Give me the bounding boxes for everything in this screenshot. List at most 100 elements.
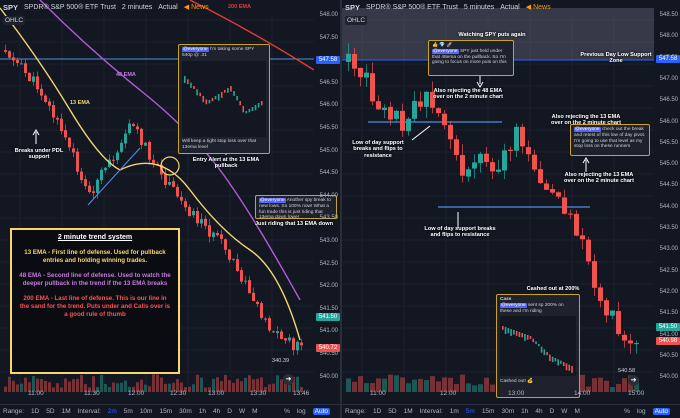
toolbar-item[interactable]: M: [252, 408, 258, 415]
volume-bar: [280, 379, 283, 392]
toolbar-item[interactable]: W: [561, 408, 568, 415]
mini-candle: [251, 106, 254, 111]
scale-toggle-Auto[interactable]: Auto: [652, 408, 670, 415]
toolbar-item[interactable]: D: [227, 408, 232, 415]
toolbar-item[interactable]: 5D: [46, 408, 55, 415]
price-tick: 542.00: [319, 283, 338, 290]
toolbar-item[interactable]: 1h: [521, 408, 529, 415]
toolbar-item[interactable]: 1h: [198, 408, 207, 415]
toolbar-item[interactable]: 10m: [139, 408, 153, 415]
toolbar-item[interactable]: 1M: [403, 408, 413, 415]
price-tick: 541.00: [659, 331, 678, 338]
candle-body: [634, 343, 639, 345]
ema13-label: 13 EMA: [70, 100, 90, 106]
mini-candle: [239, 100, 241, 105]
toolbar-item[interactable]: 1D: [372, 408, 382, 415]
time-tick: 12:30: [170, 390, 187, 397]
candle-body: [562, 197, 567, 214]
volume-bar: [442, 377, 447, 392]
toolbar-item[interactable]: 5m: [465, 408, 475, 415]
toolbar-item[interactable]: M: [574, 408, 580, 415]
candle-body: [364, 72, 369, 78]
candle-body: [8, 51, 11, 58]
price-tick: 547.00: [659, 75, 678, 82]
toolbar-item[interactable]: 5D: [388, 408, 397, 415]
mention-tag: @everyone: [432, 48, 459, 54]
scale-toggle-Auto[interactable]: Auto: [312, 408, 330, 415]
time-tick: 14:00: [574, 390, 591, 397]
scale-toggle-log[interactable]: log: [636, 408, 646, 415]
candle-body: [104, 167, 107, 171]
news-button[interactable]: ◀ News: [526, 3, 551, 11]
price-tick: 543.50: [319, 215, 338, 222]
price-watermark: 540.58: [618, 368, 636, 374]
volume-bar: [176, 379, 179, 392]
volume-bar: [358, 376, 363, 392]
left-chart-panel[interactable]: SPY SPDR® S&P 500® ETF Trust 2 minutes A…: [0, 0, 340, 418]
toolbar-item[interactable]: 15m: [481, 408, 495, 415]
volume-bar: [412, 379, 417, 392]
toolbar-item[interactable]: 4h: [213, 408, 221, 415]
scroll-to-realtime-button[interactable]: ➔: [283, 374, 294, 385]
candle-body: [550, 188, 555, 193]
candle-body: [12, 57, 15, 61]
candle-body: [544, 183, 549, 190]
volume-bar: [284, 379, 287, 392]
scale-toggle-percent[interactable]: %: [284, 408, 290, 415]
symbol-label[interactable]: SPY: [345, 2, 361, 12]
price-axis[interactable]: 548.00547.50547.00546.50546.00545.50545.…: [314, 0, 340, 400]
candle-body: [568, 213, 573, 215]
toolbar-item[interactable]: 1M: [61, 408, 71, 415]
ema13-description: 13 EMA - First line of defense. Used for…: [24, 249, 166, 265]
mini-candle: [502, 326, 504, 331]
toolbar-item[interactable]: W: [238, 408, 246, 415]
range-interval-toolbar: Range: 1D 5D 1M Interval: 1m 5m 15m 30m 1h 4h D W M% l…: [342, 404, 680, 418]
ohlc-toggle[interactable]: OHLC: [3, 16, 26, 25]
riding-ema-annotation: Just riding that 13 EMA down: [254, 221, 334, 227]
trend-line: [87, 147, 141, 206]
mention-tag: @everyone: [182, 47, 209, 52]
price-axis[interactable]: 548.50548.00547.50547.00546.50546.00545.…: [654, 0, 680, 400]
volume-bar: [92, 376, 95, 392]
time-axis[interactable]: 11:00 12:00 13:00 14:00 15:00: [342, 388, 654, 400]
price-tick: 546.50: [319, 79, 338, 86]
news-button[interactable]: ◀ News: [184, 3, 209, 11]
ema48-label: 48 EMA: [116, 72, 136, 78]
scale-toggle-percent[interactable]: %: [624, 408, 630, 415]
interval-label[interactable]: 2 minutes: [121, 3, 153, 11]
time-axis[interactable]: 11:00 11:30 12:00 12:30 13:00 13:30 13:46: [0, 388, 312, 400]
price-tick: 547.50: [319, 34, 338, 41]
volume-bar: [16, 384, 19, 392]
scale-toggle-log[interactable]: log: [296, 408, 306, 415]
candle-body: [352, 53, 357, 69]
candle-body: [208, 225, 211, 237]
toolbar-item[interactable]: 2m: [107, 408, 117, 415]
toolbar-item[interactable]: 1m: [449, 408, 459, 415]
panel-divider[interactable]: [340, 0, 342, 418]
toolbar-item[interactable]: 30m: [179, 408, 192, 415]
ohlc-toggle[interactable]: OHLC: [345, 16, 368, 25]
message-text: SPY just held under that 48ema on the pu…: [432, 48, 507, 66]
toolbar-item[interactable]: 30m: [501, 408, 515, 415]
scroll-to-realtime-button[interactable]: ➔: [628, 375, 639, 386]
mention-tag: @everyone: [259, 198, 286, 203]
candle-body: [76, 151, 79, 172]
candle-body: [436, 108, 441, 114]
mini-candle: [524, 334, 526, 342]
symbol-label[interactable]: SPY: [3, 2, 19, 12]
time-tick: 13:00: [508, 390, 525, 397]
mini-candle: [217, 93, 220, 101]
toolbar-item[interactable]: 4h: [535, 408, 543, 415]
candle-body: [442, 113, 447, 126]
mini-candle: [535, 341, 537, 345]
toolbar-item[interactable]: 1D: [30, 408, 40, 415]
time-tick: 12:00: [440, 390, 457, 397]
toolbar-item[interactable]: 5m: [123, 408, 133, 415]
toolbar-item[interactable]: 15m: [159, 408, 173, 415]
toolbar-item[interactable]: D: [549, 408, 555, 415]
volume-bar: [212, 378, 215, 392]
interval-label[interactable]: 5 minutes: [463, 3, 495, 11]
right-chart-panel[interactable]: SPY SPDR® S&P 500® ETF Trust 5 minutes A…: [342, 0, 680, 418]
volume-bar: [346, 378, 351, 392]
volume-bar: [112, 382, 115, 392]
